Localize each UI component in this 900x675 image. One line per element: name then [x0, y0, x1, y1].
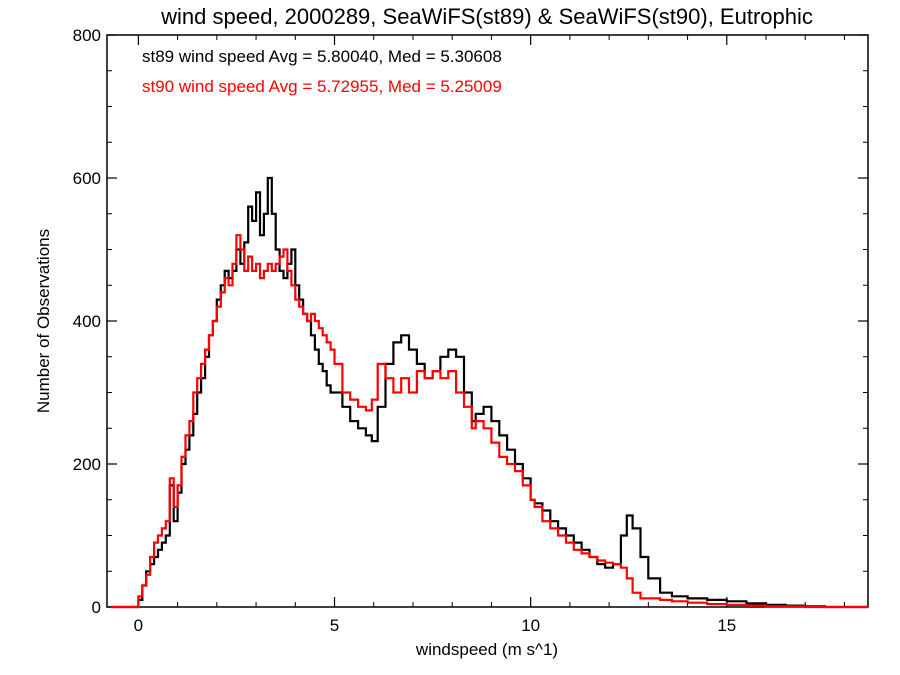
series-group: [110, 176, 868, 609]
x-axis-label: windspeed (m s^1): [415, 640, 558, 659]
series-line-st90: [110, 234, 868, 609]
chart-title: wind speed, 2000289, SeaWiFS(st89) & Sea…: [160, 4, 813, 29]
x-tick-label: 15: [717, 616, 736, 635]
series-line-st89: [110, 176, 868, 609]
y-tick-label: 400: [73, 312, 101, 331]
axis-ticks: 0 5 10 15 0 200 400 600 800: [73, 26, 868, 635]
y-tick-label: 800: [73, 26, 101, 45]
x-tick-label: 0: [134, 616, 143, 635]
plot-frame: [106, 34, 869, 608]
y-tick-label: 200: [73, 455, 101, 474]
y-tick-label: 0: [92, 598, 101, 617]
legend-entry-st89: st89 wind speed Avg = 5.80040, Med = 5.3…: [142, 47, 502, 66]
x-tick-label: 10: [521, 616, 540, 635]
x-tick-label: 5: [330, 616, 339, 635]
y-tick-label: 600: [73, 169, 101, 188]
y-axis-label: Number of Observations: [34, 229, 53, 413]
legend-entry-st90: st90 wind speed Avg = 5.72955, Med = 5.2…: [142, 77, 502, 96]
